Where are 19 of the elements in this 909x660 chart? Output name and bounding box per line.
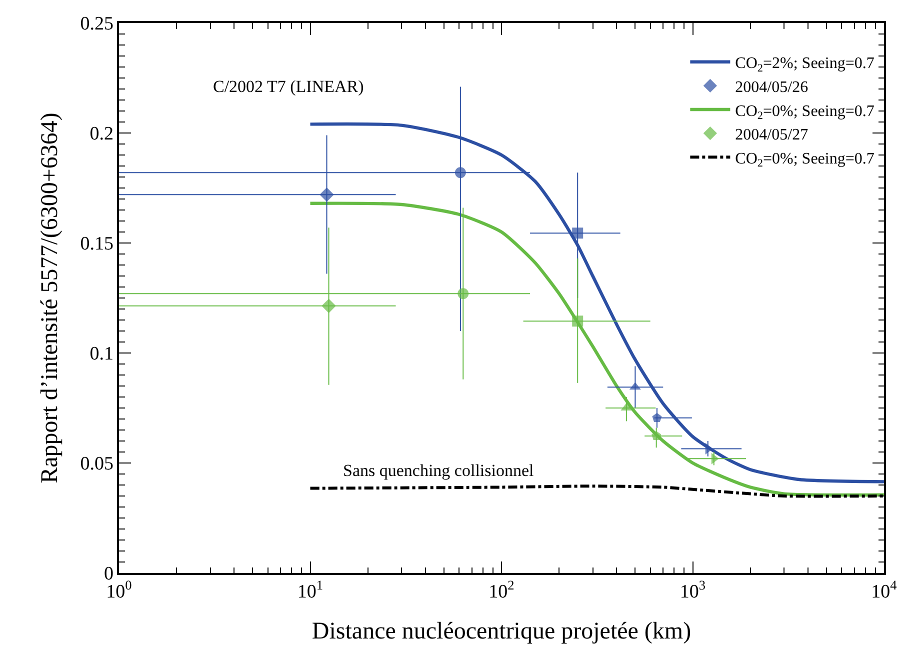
y-tick-label: 0.1 xyxy=(90,344,114,365)
x-tick-label: 10$^{3}$ xyxy=(680,578,706,603)
y-tick-label: 0.2 xyxy=(90,124,114,145)
y-tick-label: 0 xyxy=(104,564,114,585)
x-tick-label: 10$^{1}$ xyxy=(297,578,324,603)
y-tick-label: 0.05 xyxy=(80,454,114,475)
annotation: C/2002 T7 (LINEAR) xyxy=(213,77,364,96)
legend-label: 2004/05/27 xyxy=(735,126,808,144)
x-axis-title: Distance nucléocentrique projetée (km) xyxy=(312,618,692,644)
annotation: Sans quenching collisionnel xyxy=(343,461,534,480)
x-tick-label: 10$^{2}$ xyxy=(488,578,514,603)
x-tick-label: 10$^{4}$ xyxy=(871,578,898,603)
legend-label: 2004/05/26 xyxy=(735,78,808,96)
legend-label: CO$_{2}$=2%; Seeing=0.7 xyxy=(735,55,874,74)
y-tick-label: 0.25 xyxy=(80,14,114,35)
y-tick-label: 0.15 xyxy=(80,234,114,255)
legend-label: CO$_{2}$=0%; Seeing=0.7 xyxy=(735,102,874,122)
legend-label: CO$_{2}$=0%; Seeing=0.7 xyxy=(735,150,874,170)
y-axis-title: Rapport d’intensité 5577/(6300+6364) xyxy=(36,112,63,484)
